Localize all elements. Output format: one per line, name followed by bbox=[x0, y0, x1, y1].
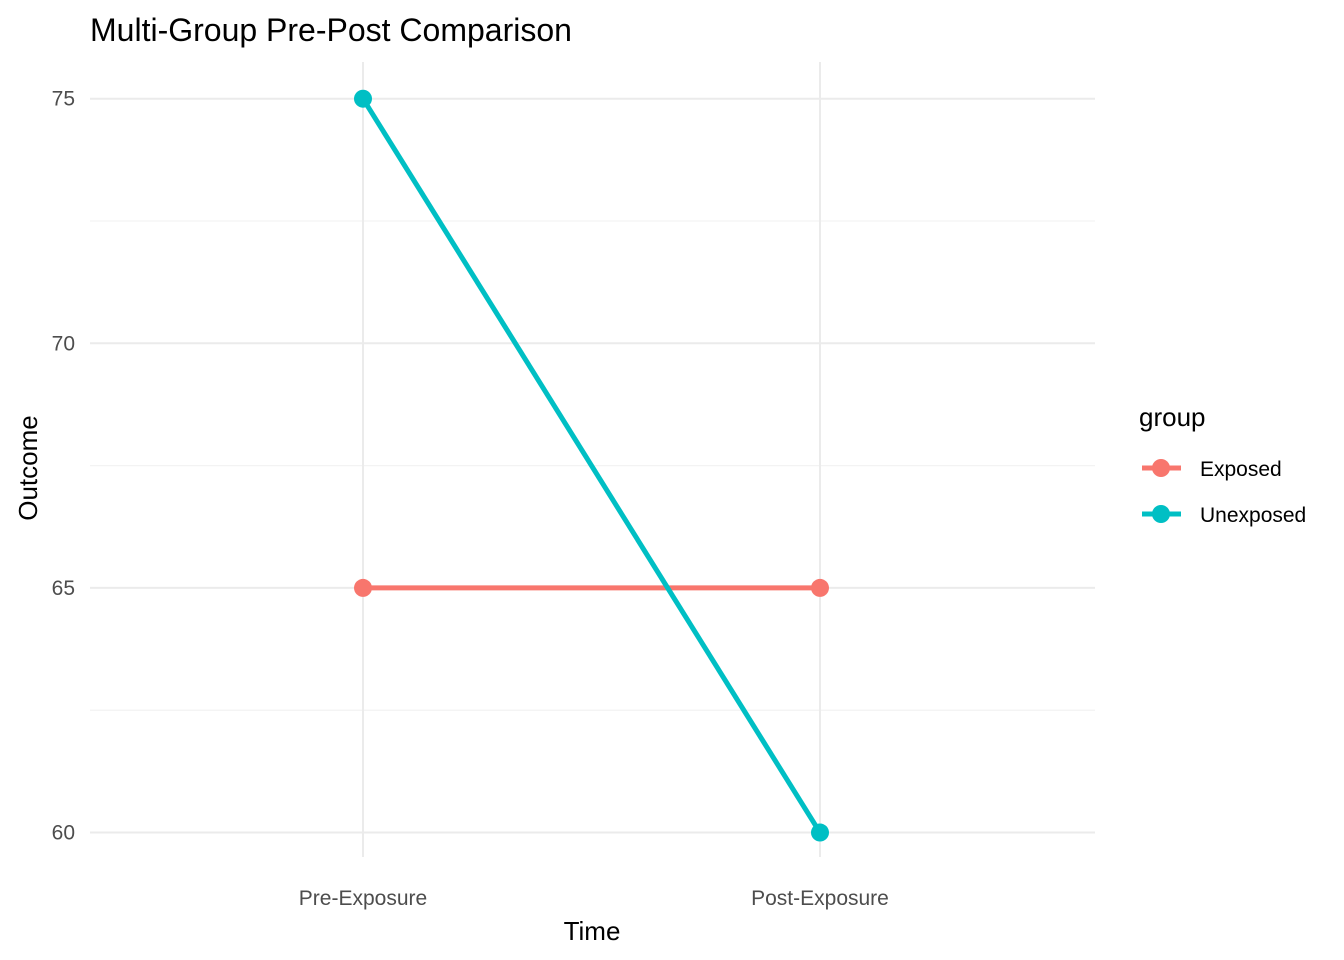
data-point-unexposed bbox=[354, 89, 372, 108]
legend-label-exposed: Exposed bbox=[1200, 458, 1282, 481]
legend-key-point-unexposed bbox=[1152, 505, 1170, 523]
series-line-unexposed bbox=[360, 97, 823, 834]
series-layer bbox=[354, 89, 829, 842]
y-axis-ticks: 60 65 70 75 bbox=[52, 88, 75, 845]
x-tick-label: Pre-Exposure bbox=[299, 887, 427, 910]
x-tick-label: Post-Exposure bbox=[751, 887, 889, 910]
data-point-exposed bbox=[811, 578, 829, 597]
data-point-unexposed bbox=[811, 823, 829, 842]
x-axis-title: Time bbox=[564, 916, 621, 946]
chart-title: Multi-Group Pre-Post Comparison bbox=[90, 12, 572, 48]
y-axis-title: Outcome bbox=[13, 415, 43, 521]
y-tick-label: 75 bbox=[52, 88, 75, 111]
grid bbox=[90, 62, 1095, 857]
data-point-exposed bbox=[354, 578, 372, 597]
y-tick-label: 70 bbox=[52, 332, 75, 355]
y-tick-label: 65 bbox=[52, 577, 75, 600]
legend: group Exposed Unexposed bbox=[1139, 402, 1306, 527]
y-tick-label: 60 bbox=[52, 822, 75, 845]
legend-label-unexposed: Unexposed bbox=[1200, 504, 1306, 527]
legend-key-point-exposed bbox=[1152, 459, 1170, 477]
x-axis-ticks: Pre-Exposure Post-Exposure bbox=[299, 887, 889, 910]
legend-title: group bbox=[1139, 402, 1206, 432]
